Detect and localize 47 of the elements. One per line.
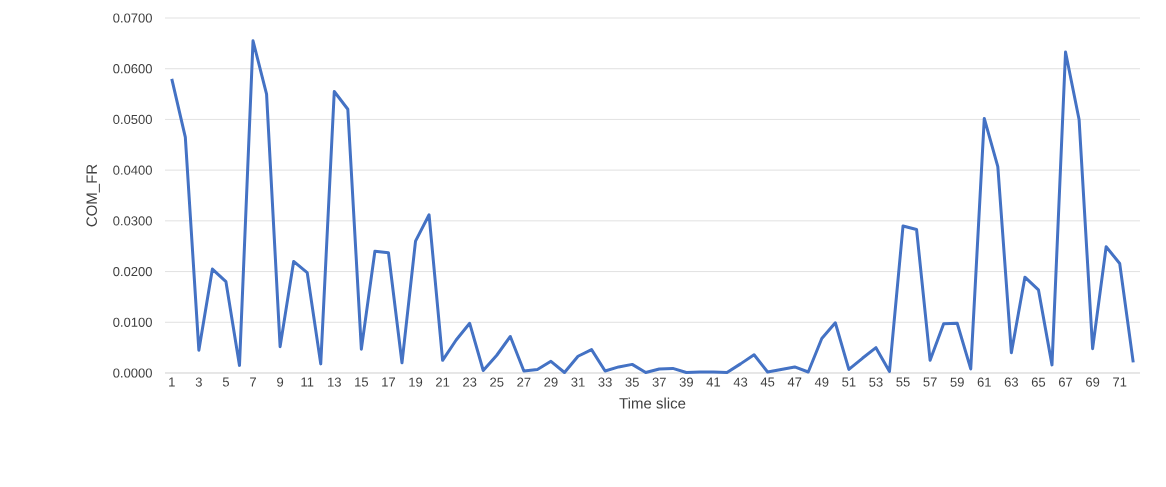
y-tick-label: 0.0000: [113, 368, 152, 378]
x-tick-label: 19: [409, 377, 423, 387]
x-tick-label: 31: [571, 377, 585, 387]
x-tick-label: 57: [923, 377, 937, 387]
x-tick-label: 67: [1058, 377, 1073, 387]
y-tick-label: 0.0400: [113, 165, 152, 175]
x-tick-label: 63: [1004, 377, 1019, 387]
x-tick-label: 5: [222, 377, 230, 387]
y-tick-label: 0.0200: [113, 266, 152, 277]
x-tick-label: 45: [760, 377, 775, 387]
x-tick-label: 65: [1031, 377, 1046, 387]
x-tick-label: 17: [382, 377, 396, 387]
line-series: [170, 39, 1135, 374]
y-axis-title: COM_FR: [86, 164, 100, 227]
x-tick-label: 47: [787, 377, 802, 387]
x-tick-label: 11: [301, 377, 314, 387]
x-tick-label: 49: [814, 377, 829, 387]
x-tick-label: 43: [733, 377, 748, 387]
y-tick-label: 0.0700: [113, 13, 152, 23]
x-tick-label: 41: [706, 377, 721, 387]
x-tick-label: 61: [977, 377, 991, 387]
x-tick-label: 39: [679, 377, 693, 387]
x-tick-label: 35: [625, 377, 639, 387]
x-tick-label: 55: [896, 377, 910, 387]
y-tick-label: 0.0300: [113, 216, 152, 226]
x-tick-label: 29: [544, 377, 558, 387]
x-tick-label: 69: [1086, 377, 1100, 387]
x-tick-label: 51: [842, 377, 856, 387]
x-tick-label: 1: [169, 377, 175, 387]
x-tick-label: 23: [463, 377, 477, 387]
y-tick-label: 0.0500: [113, 114, 152, 125]
x-tick-label: 25: [490, 377, 504, 387]
x-tick-label: 33: [598, 377, 612, 387]
x-tick-label: 13: [328, 377, 341, 387]
x-tick-label: 21: [436, 377, 450, 387]
x-tick-label: 27: [517, 377, 531, 387]
x-axis-title: Time slice: [619, 397, 686, 409]
x-tick-label: 37: [652, 377, 666, 387]
y-tick-label: 0.0600: [113, 64, 152, 74]
x-tick-label: 7: [250, 377, 256, 387]
x-tick-label: 59: [950, 377, 964, 387]
x-tick-label: 9: [277, 377, 284, 387]
y-tick-label: 0.0100: [113, 317, 152, 327]
x-tick-label: 15: [355, 377, 369, 387]
x-tick-label: 3: [195, 377, 202, 387]
x-tick-label: 53: [869, 377, 883, 387]
x-tick-label: 71: [1113, 377, 1127, 387]
